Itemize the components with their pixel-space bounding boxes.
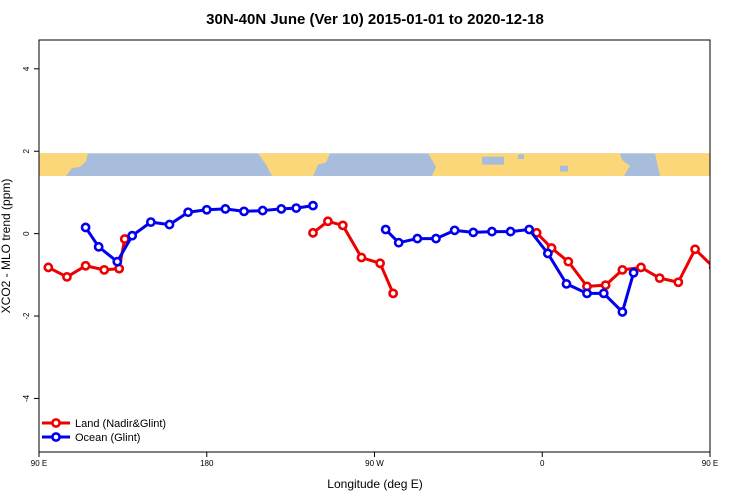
data-point (291, 203, 302, 213)
data-point (505, 226, 516, 237)
data-point (323, 216, 333, 227)
data-point (112, 256, 123, 267)
data-point (598, 288, 609, 299)
data-point (673, 277, 684, 288)
data-point (487, 226, 497, 237)
data-point (542, 248, 553, 259)
data-point (600, 280, 611, 291)
data-point (375, 258, 385, 269)
data-point (43, 262, 54, 273)
data-point (729, 273, 736, 280)
data-point (636, 262, 646, 273)
data-point (119, 234, 130, 244)
data-point (220, 204, 231, 214)
data-point (93, 241, 104, 252)
map-water-inlet (518, 154, 524, 159)
data-point (628, 267, 639, 278)
x-axis: 90 E 180 90 W 0 90 E (31, 452, 718, 468)
map-landmass (258, 153, 330, 176)
x-axis-label: Longitude (deg E) (327, 477, 422, 491)
data-point (468, 227, 479, 238)
x-tick-label: 180 (200, 459, 214, 468)
data-point (582, 288, 592, 299)
x-tick-label: 90 E (702, 459, 718, 468)
series-line (384, 228, 636, 314)
plot-frame (38, 39, 711, 453)
legend: Land (Nadir&Glint) Ocean (Glint) (42, 418, 166, 444)
y-axis-label: XCO2 - MLO trend (ppm) (0, 179, 13, 314)
series-ocean (80, 200, 639, 317)
y-tick-label: 0 (22, 231, 31, 236)
y-axis: 4 2 0 -2 -4 (22, 66, 39, 402)
data-point (393, 237, 404, 248)
map-water-inlet (482, 156, 504, 165)
data-point (388, 288, 399, 299)
data-point (276, 204, 287, 214)
data-point (561, 279, 572, 289)
map-landmass (39, 153, 88, 176)
x-tick-label: 0 (540, 459, 545, 468)
data-point (99, 264, 110, 275)
data-point (337, 220, 348, 231)
x-tick-label: 90 E (31, 459, 47, 468)
data-point (239, 206, 249, 217)
legend-marker (51, 432, 61, 442)
data-point (257, 205, 268, 216)
legend-marker (51, 418, 61, 428)
data-point (145, 217, 156, 228)
data-point (412, 233, 423, 244)
data-point (356, 252, 367, 263)
series-land (43, 216, 736, 299)
map-water-inlet (560, 165, 568, 172)
data-point (380, 224, 391, 235)
data-point (62, 271, 72, 282)
data-point (524, 224, 535, 235)
data-point (708, 264, 710, 271)
data-point (183, 207, 194, 218)
chart-title: 30N-40N June (Ver 10) 2015-01-01 to 2020… (206, 11, 544, 28)
series-line (312, 219, 395, 294)
data-point (563, 256, 574, 267)
map-landmass (655, 153, 710, 176)
data-point (201, 204, 212, 215)
data-point (654, 273, 665, 284)
map-land (39, 153, 710, 176)
data-point (617, 307, 628, 317)
world-map-band (39, 153, 710, 176)
map-landmass (428, 153, 630, 176)
legend-label: Ocean (Glint) (75, 432, 140, 444)
y-tick-label: -2 (22, 312, 31, 320)
series-line (84, 204, 314, 264)
data-point (308, 200, 318, 211)
data-point (164, 219, 175, 230)
data-point (449, 225, 460, 236)
y-tick-label: -4 (22, 394, 31, 402)
y-tick-label: 4 (22, 66, 31, 71)
x-tick-label: 90 W (365, 459, 384, 468)
data-point (690, 244, 700, 255)
data-point (308, 227, 318, 238)
data-point (127, 230, 138, 241)
data-point (617, 264, 628, 275)
data-point (431, 233, 441, 244)
y-tick-label: 2 (22, 148, 31, 153)
data-point (80, 260, 91, 271)
series-layer (43, 200, 736, 317)
legend-label: Land (Nadir&Glint) (75, 418, 166, 430)
data-point (80, 222, 91, 233)
